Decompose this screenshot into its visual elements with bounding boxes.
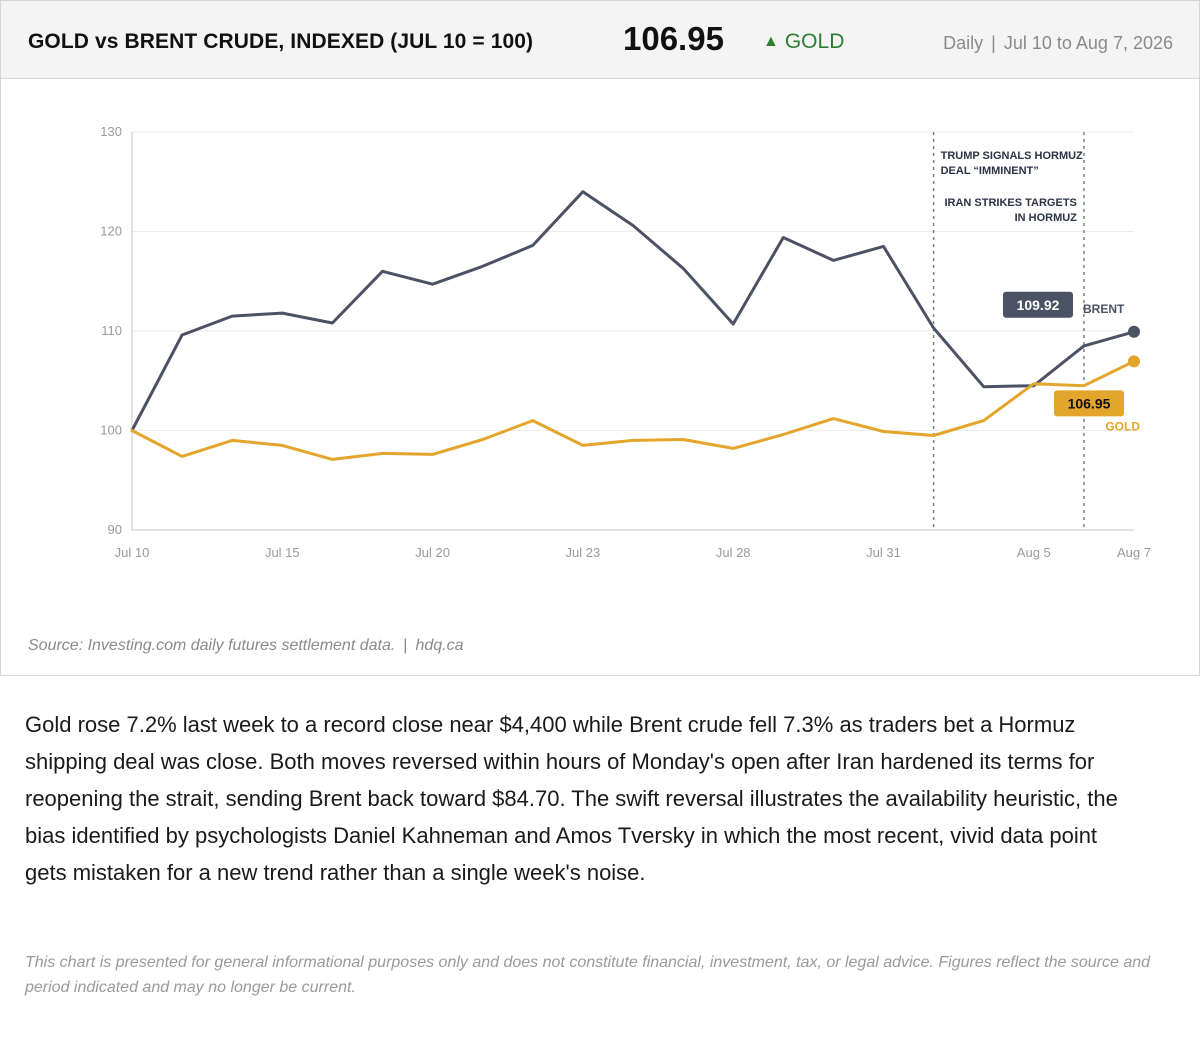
x-tick-label: Jul 28: [716, 545, 751, 560]
series-end-point-brent: [1128, 325, 1140, 338]
event-annotation: TRUMP SIGNALS HORMUZ: [941, 150, 1083, 162]
y-tick-label: 120: [100, 224, 122, 239]
value-label-box-brent: [1003, 291, 1073, 318]
line-chart: 90 100 110 120 130 Jul 10 Jul 15 Jul 20 Jul 23 Ju…: [100, 124, 1151, 560]
article-paragraph: Gold rose 7.2% last week to a record clo…: [25, 712, 1118, 885]
event-annotation: IRAN STRIKES TARGETS: [944, 197, 1076, 209]
series-line-brent: [130, 190, 1136, 432]
value-label-brent: 109.92: [1017, 297, 1060, 313]
value-label-gold: 106.95: [1068, 395, 1111, 411]
y-tick-label: 130: [100, 124, 122, 139]
chart-header: GOLD vs BRENT CRUDE, INDEXED (JUL 10 = 1…: [1, 1, 1199, 79]
up-arrow-icon: ▲: [763, 33, 779, 50]
series-name-gold: GOLD: [1105, 419, 1140, 433]
site-credit: hdq.ca: [415, 637, 464, 654]
series-end-point-gold: [1128, 355, 1140, 368]
frequency-label: Daily: [943, 33, 984, 53]
date-range: Jul 10 to Aug 7, 2026: [1003, 33, 1173, 53]
series-line-gold: [130, 359, 1136, 461]
y-tick-label: 90: [108, 522, 122, 537]
source-note: Source: Investing.com daily futures sett…: [28, 637, 464, 655]
x-tick-label: Jul 10: [115, 545, 150, 560]
x-tick-label: Jul 15: [265, 545, 300, 560]
x-tick-label: Aug 7: [1117, 545, 1151, 560]
x-tick-label: Jul 23: [566, 545, 601, 560]
period-separator: |: [991, 33, 996, 53]
trend-label: GOLD: [784, 30, 845, 53]
source-text: Source: Investing.com daily futures sett…: [28, 637, 396, 654]
value-label-box-gold: [1054, 390, 1124, 417]
y-tick-label: 110: [101, 323, 122, 338]
period-info: Daily | Jul 10 to Aug 7, 2026: [943, 33, 1173, 54]
chart-title: GOLD vs BRENT CRUDE, INDEXED (JUL 10 = 1…: [28, 30, 534, 53]
source-separator: |: [403, 637, 408, 654]
chart-card: GOLD vs BRENT CRUDE, INDEXED (JUL 10 = 1…: [0, 0, 1200, 676]
x-tick-label: Jul 20: [415, 545, 450, 560]
trend-indicator: ▲ GOLD: [763, 30, 844, 54]
y-tick-label: 100: [100, 423, 122, 438]
x-tick-label: Jul 31: [866, 545, 901, 560]
current-value: 106.95: [623, 20, 724, 57]
event-annotation: DEAL “IMMINENT”: [941, 165, 1039, 177]
disclaimer-text: This chart is presented for general info…: [25, 954, 1151, 996]
x-tick-label: Aug 5: [1017, 545, 1051, 560]
event-annotation: IN HORMUZ: [1015, 212, 1078, 224]
series-name-brent: BRENT: [1083, 302, 1125, 316]
